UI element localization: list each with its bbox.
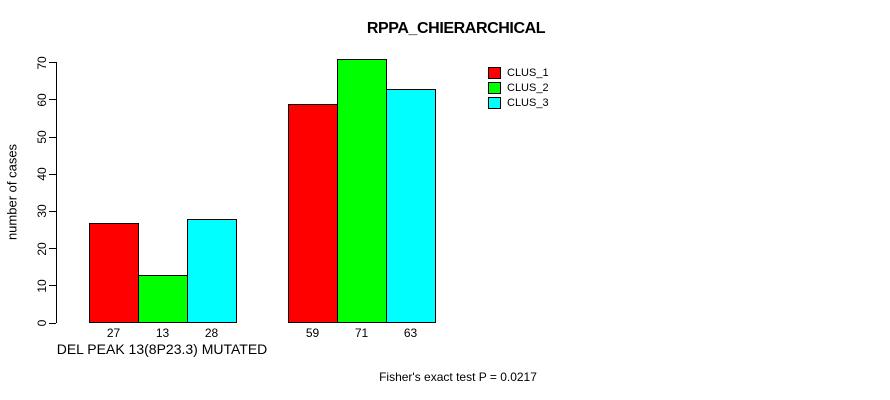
y-tick-label: 60 xyxy=(35,93,49,107)
legend-swatch-clus_3 xyxy=(488,97,501,110)
y-tick-mark xyxy=(48,99,56,101)
y-tick-label: 20 xyxy=(35,241,49,256)
legend-item-clus_1: CLUS_1 xyxy=(488,67,549,79)
legend-item-clus_3: CLUS_3 xyxy=(488,97,549,110)
bar-clus_1-group-1 xyxy=(89,222,139,323)
legend-label-clus_3: CLUS_3 xyxy=(507,97,549,110)
legend-label-clus_1: CLUS_1 xyxy=(507,67,549,79)
legend-item-clus_2: CLUS_2 xyxy=(488,82,549,95)
y-tick-mark xyxy=(48,248,56,250)
y-tick-label: 70 xyxy=(35,55,49,70)
y-axis-line xyxy=(56,62,57,323)
bar-value-label: 13 xyxy=(155,326,170,340)
bar-clus_3-group-2 xyxy=(386,88,436,323)
bar-value-label: 27 xyxy=(106,326,121,340)
y-tick-label: 10 xyxy=(35,279,49,293)
bar-clus_2-group-1 xyxy=(138,274,188,323)
y-tick-label: 0 xyxy=(35,319,49,327)
x-axis-label: DEL PEAK 13(8P23.3) MUTATED xyxy=(56,341,268,357)
y-tick-mark xyxy=(48,136,56,138)
fisher-test-annotation: Fisher's exact test P = 0.0217 xyxy=(379,370,537,384)
bar-value-label: 63 xyxy=(403,326,418,340)
y-axis-label: number of cases xyxy=(4,143,20,241)
bar-value-label: 28 xyxy=(204,326,219,340)
bar-clus_3-group-1 xyxy=(187,218,237,323)
y-tick-label: 50 xyxy=(35,130,49,144)
bar-clus_2-group-2 xyxy=(337,58,387,323)
bar-value-label: 59 xyxy=(305,326,320,340)
y-tick-label: 30 xyxy=(35,204,49,219)
legend-swatch-clus_2 xyxy=(488,82,501,95)
bar-clus_1-group-2 xyxy=(288,103,338,323)
y-tick-mark xyxy=(48,210,56,212)
y-tick-mark xyxy=(48,173,56,175)
chart-title: RPPA_CHIERARCHICAL xyxy=(366,20,546,37)
y-tick-mark xyxy=(48,285,56,287)
y-tick-mark xyxy=(48,322,56,324)
y-tick-label: 40 xyxy=(35,167,49,181)
legend-swatch-clus_1 xyxy=(488,67,501,79)
legend-label-clus_2: CLUS_2 xyxy=(507,82,549,95)
bar-value-label: 71 xyxy=(354,326,369,340)
y-tick-mark xyxy=(48,62,56,64)
